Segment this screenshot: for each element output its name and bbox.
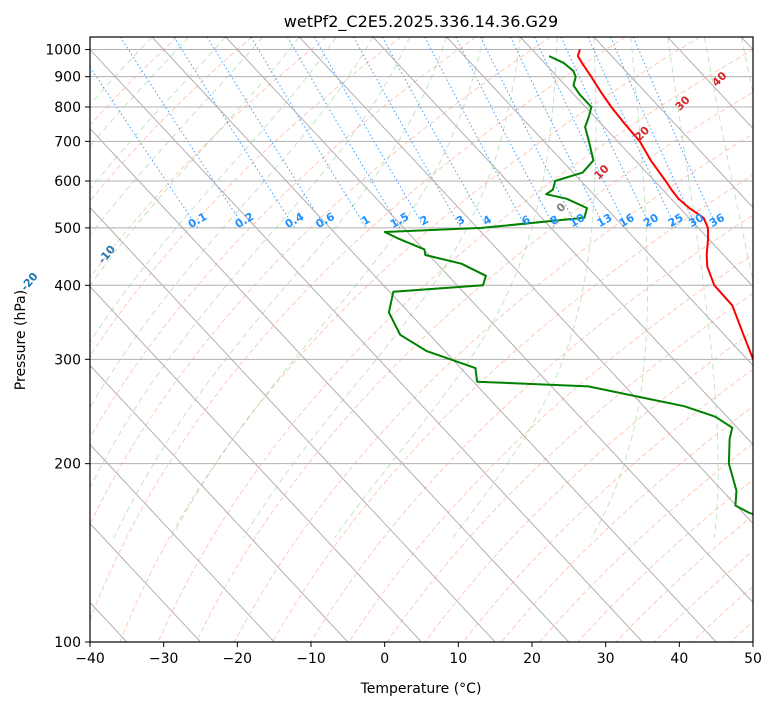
dry-adiabat bbox=[90, 37, 551, 526]
y-axis: 100 200 300 400 500 600 700 800 900 1000 bbox=[45, 43, 90, 651]
x-tick-label: 50 bbox=[744, 651, 762, 667]
background-lines bbox=[90, 37, 753, 642]
isotherm-gridline bbox=[90, 522, 201, 642]
mixing-ratio-line bbox=[610, 37, 697, 229]
y-tick-label: 1000 bbox=[45, 43, 81, 59]
isotherm-gridline bbox=[90, 364, 349, 642]
dry-adiabat bbox=[119, 37, 701, 642]
mixing-ratio-line bbox=[509, 37, 606, 229]
y-tick-label: 600 bbox=[54, 174, 81, 190]
y-tick-label: 400 bbox=[54, 278, 81, 294]
dry-adiabat bbox=[90, 37, 626, 621]
isotherm-gridline bbox=[90, 206, 496, 642]
dry-adiabat bbox=[424, 330, 753, 642]
y-tick-label: 300 bbox=[54, 352, 81, 368]
x-tick-label: 10 bbox=[449, 651, 467, 667]
isotherm-gridline bbox=[298, 37, 753, 525]
y-tick-label: 800 bbox=[54, 100, 81, 116]
isotherm-gridline bbox=[90, 48, 643, 642]
dry-adiabat bbox=[272, 174, 753, 642]
dry-adiabat bbox=[310, 214, 753, 642]
x-tick-label: −10 bbox=[296, 651, 326, 667]
isotherm-gridline bbox=[372, 37, 753, 446]
x-tick-label: −30 bbox=[149, 651, 179, 667]
mixing-ratio-line bbox=[382, 37, 488, 229]
y-tick-label: 500 bbox=[54, 221, 81, 237]
mixing-ratio-line bbox=[424, 37, 527, 229]
dry-adiabat bbox=[90, 37, 477, 439]
dry-adiabat bbox=[462, 368, 753, 642]
sounding-profiles bbox=[383, 49, 753, 516]
isotherm-gridline bbox=[90, 285, 422, 642]
mixing-ratio-line bbox=[173, 37, 296, 229]
y-tick-label: 700 bbox=[54, 134, 81, 150]
mixing-ratio-line bbox=[206, 37, 326, 229]
mixing-ratio-line bbox=[250, 37, 367, 229]
dewpoint-profile-line bbox=[383, 55, 753, 516]
temperature-profile-line bbox=[576, 49, 753, 363]
dry-adiabat bbox=[157, 49, 753, 642]
x-tick-label: 40 bbox=[670, 651, 688, 667]
isotherm-gridline bbox=[151, 37, 717, 642]
isotherm-gridline bbox=[90, 443, 275, 642]
mixing-ratio-line bbox=[119, 37, 246, 229]
x-tick-label: −20 bbox=[223, 651, 253, 667]
isotherm-gridline bbox=[90, 127, 570, 642]
y-axis-label: Pressure (hPa) bbox=[13, 290, 29, 390]
dry-adiabat bbox=[90, 37, 253, 202]
isotherm-gridline bbox=[446, 37, 753, 367]
x-tick-label: 30 bbox=[597, 651, 615, 667]
y-tick-label: 200 bbox=[54, 457, 81, 473]
dry-adiabat bbox=[348, 253, 753, 642]
isotherm-gridline bbox=[519, 37, 753, 288]
x-tick-label: 20 bbox=[523, 651, 541, 667]
y-tick-label: 900 bbox=[54, 70, 81, 86]
isotherm-gridline bbox=[593, 37, 753, 209]
isotherm-gridline bbox=[225, 37, 753, 604]
mixing-ratio-line bbox=[90, 66, 199, 229]
x-tick-label: −40 bbox=[75, 651, 105, 667]
x-axis: −40 −30 −20 −10 0 10 20 30 40 50 bbox=[75, 642, 762, 667]
plot-frame bbox=[89, 36, 754, 643]
y-tick-label: 100 bbox=[54, 635, 81, 651]
x-tick-label: 0 bbox=[380, 651, 389, 667]
chart-title: wetPf2_C2E5.2025.336.14.36.G29 bbox=[284, 12, 558, 32]
dry-adiabat bbox=[90, 37, 178, 126]
mixing-ratio-line bbox=[353, 37, 462, 229]
x-axis-label: Temperature (°C) bbox=[360, 681, 482, 697]
